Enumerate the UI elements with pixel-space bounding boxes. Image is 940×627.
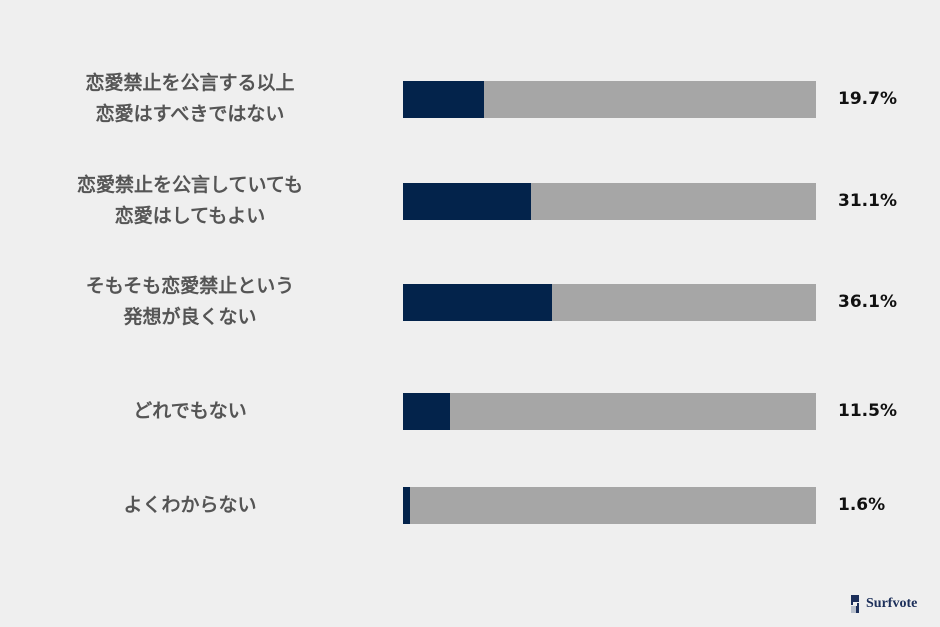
surfvote-logo-icon	[851, 595, 859, 613]
category-label: どれでもない	[133, 399, 247, 422]
category-label: 恋愛禁止を公言する以上 恋愛はすべきではない	[85, 72, 295, 125]
bar	[403, 393, 451, 430]
bar	[403, 183, 532, 220]
bar-track	[403, 284, 816, 321]
value-label: 19.7%	[838, 89, 897, 109]
category-label: 恋愛禁止を公言していても 恋愛はしてもよい	[77, 174, 303, 227]
value-label: 36.1%	[838, 292, 897, 312]
category-label: そもそも恋愛禁止という 発想が良くない	[85, 275, 295, 328]
bar	[403, 81, 485, 118]
bar	[403, 284, 553, 321]
value-label: 1.6%	[838, 495, 886, 515]
surfvote-logo-text: Surfvote	[866, 596, 918, 611]
bar-track	[403, 81, 816, 118]
bar-track	[403, 487, 816, 524]
bar-track	[403, 183, 816, 220]
bar-track	[403, 393, 816, 430]
category-label: よくわからない	[123, 493, 257, 516]
bar	[403, 487, 410, 524]
value-label: 31.1%	[838, 191, 897, 211]
surfvote-logo: Surfvote	[848, 594, 917, 614]
value-label: 11.5%	[838, 401, 897, 421]
